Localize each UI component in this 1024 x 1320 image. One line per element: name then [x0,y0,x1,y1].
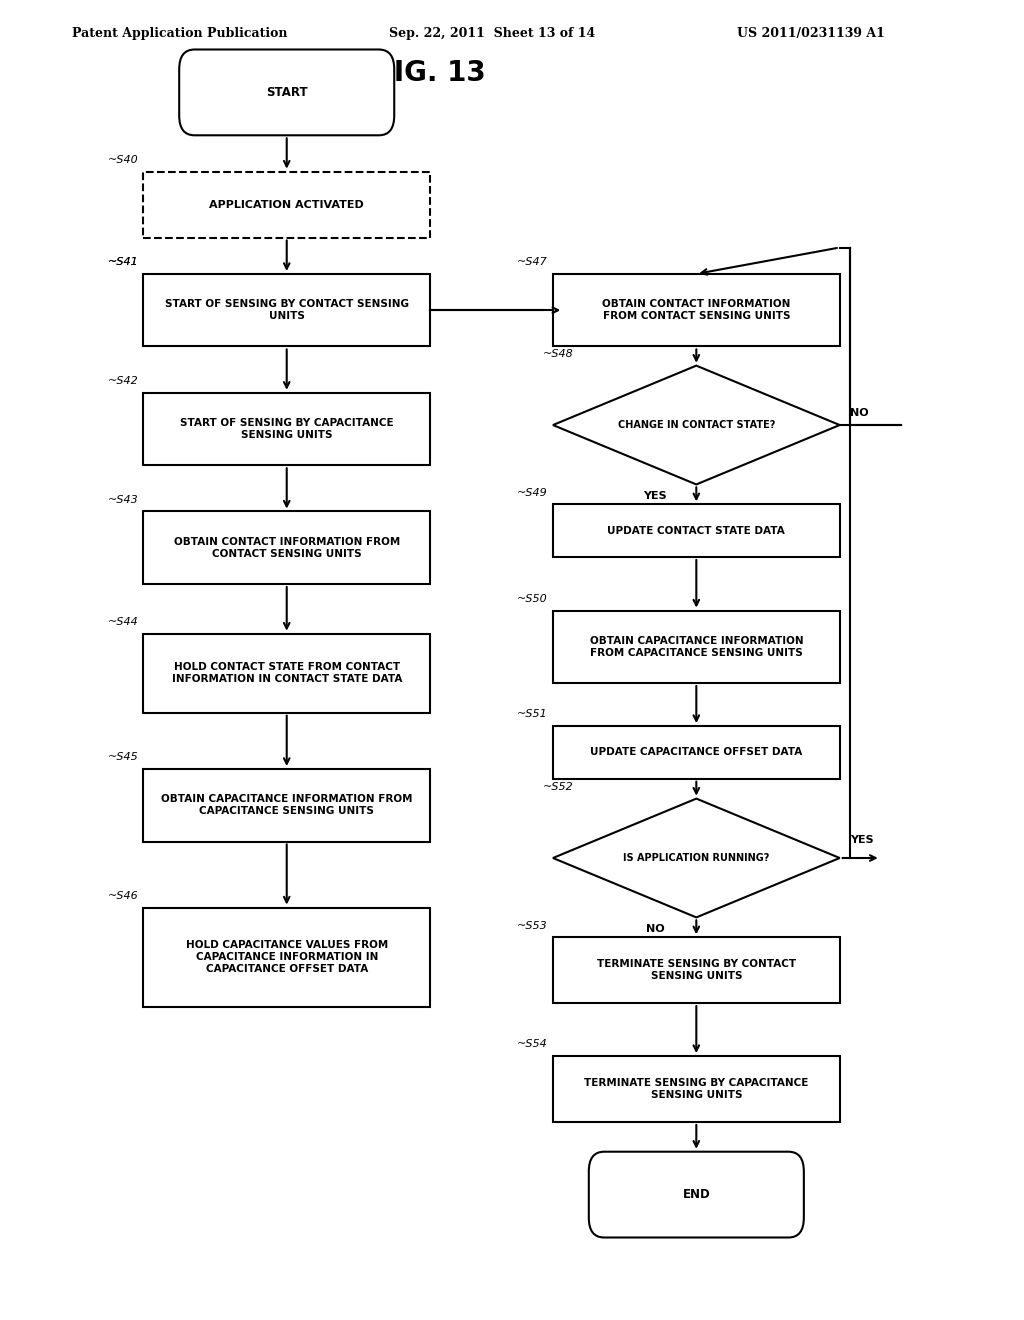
Bar [143,273,430,346]
Text: START: START [266,86,307,99]
Text: HOLD CAPACITANCE VALUES FROM
CAPACITANCE INFORMATION IN
CAPACITANCE OFFSET DATA: HOLD CAPACITANCE VALUES FROM CAPACITANCE… [185,940,388,974]
Text: ~S45: ~S45 [108,752,138,762]
Text: UPDATE CONTACT STATE DATA: UPDATE CONTACT STATE DATA [607,525,785,536]
Text: YES: YES [643,491,668,502]
Bar [553,937,840,1003]
Bar [553,726,840,779]
Text: FIG. 13: FIG. 13 [375,58,485,87]
Text: ~S47: ~S47 [517,257,548,267]
Text: ~S51: ~S51 [517,709,548,719]
Text: OBTAIN CAPACITANCE INFORMATION FROM
CAPACITANCE SENSING UNITS: OBTAIN CAPACITANCE INFORMATION FROM CAPA… [161,795,413,816]
Text: YES: YES [850,834,873,845]
Text: START OF SENSING BY CONTACT SENSING
UNITS: START OF SENSING BY CONTACT SENSING UNIT… [165,300,409,321]
Text: ~S46: ~S46 [108,891,138,900]
FancyBboxPatch shape [589,1151,804,1238]
Text: ~S40: ~S40 [108,154,138,165]
Text: Patent Application Publication: Patent Application Publication [72,26,287,40]
Text: ~S50: ~S50 [517,594,548,605]
Text: ~S43: ~S43 [108,495,138,506]
Text: OBTAIN CAPACITANCE INFORMATION
FROM CAPACITANCE SENSING UNITS: OBTAIN CAPACITANCE INFORMATION FROM CAPA… [590,636,803,657]
Bar [553,504,840,557]
Text: TERMINATE SENSING BY CONTACT
SENSING UNITS: TERMINATE SENSING BY CONTACT SENSING UNI… [597,960,796,981]
Text: TERMINATE SENSING BY CAPACITANCE
SENSING UNITS: TERMINATE SENSING BY CAPACITANCE SENSING… [584,1078,809,1100]
Bar [553,1056,840,1122]
Bar [143,634,430,713]
Text: HOLD CONTACT STATE FROM CONTACT
INFORMATION IN CONTACT STATE DATA: HOLD CONTACT STATE FROM CONTACT INFORMAT… [172,663,401,684]
Text: US 2011/0231139 A1: US 2011/0231139 A1 [737,26,885,40]
Bar [553,273,840,346]
Bar [143,511,430,583]
Text: END: END [682,1188,711,1201]
Bar [143,172,430,238]
FancyBboxPatch shape [179,49,394,135]
Text: NO: NO [646,924,665,935]
Text: CHANGE IN CONTACT STATE?: CHANGE IN CONTACT STATE? [617,420,775,430]
Text: Sep. 22, 2011  Sheet 13 of 14: Sep. 22, 2011 Sheet 13 of 14 [389,26,595,40]
Polygon shape [553,799,840,917]
Text: ~S42: ~S42 [108,376,138,385]
Bar [143,908,430,1006]
Text: IS APPLICATION RUNNING?: IS APPLICATION RUNNING? [624,853,769,863]
Bar [143,393,430,465]
Text: OBTAIN CONTACT INFORMATION FROM
CONTACT SENSING UNITS: OBTAIN CONTACT INFORMATION FROM CONTACT … [174,537,399,558]
Text: UPDATE CAPACITANCE OFFSET DATA: UPDATE CAPACITANCE OFFSET DATA [590,747,803,758]
Text: START OF SENSING BY CAPACITANCE
SENSING UNITS: START OF SENSING BY CAPACITANCE SENSING … [180,418,393,440]
Text: ~S52: ~S52 [543,781,573,792]
Bar [143,768,430,842]
Text: APPLICATION ACTIVATED: APPLICATION ACTIVATED [209,199,365,210]
Bar [553,610,840,684]
Text: ~S41: ~S41 [108,257,138,267]
Text: ~S49: ~S49 [517,487,548,498]
Polygon shape [553,366,840,484]
Text: ~S48: ~S48 [543,348,573,359]
Text: NO: NO [850,408,868,418]
Text: ~S54: ~S54 [517,1039,548,1049]
Text: ~S41: ~S41 [108,257,138,267]
Text: OBTAIN CONTACT INFORMATION
FROM CONTACT SENSING UNITS: OBTAIN CONTACT INFORMATION FROM CONTACT … [602,300,791,321]
Text: ~S53: ~S53 [517,920,548,931]
Text: ~S44: ~S44 [108,616,138,627]
